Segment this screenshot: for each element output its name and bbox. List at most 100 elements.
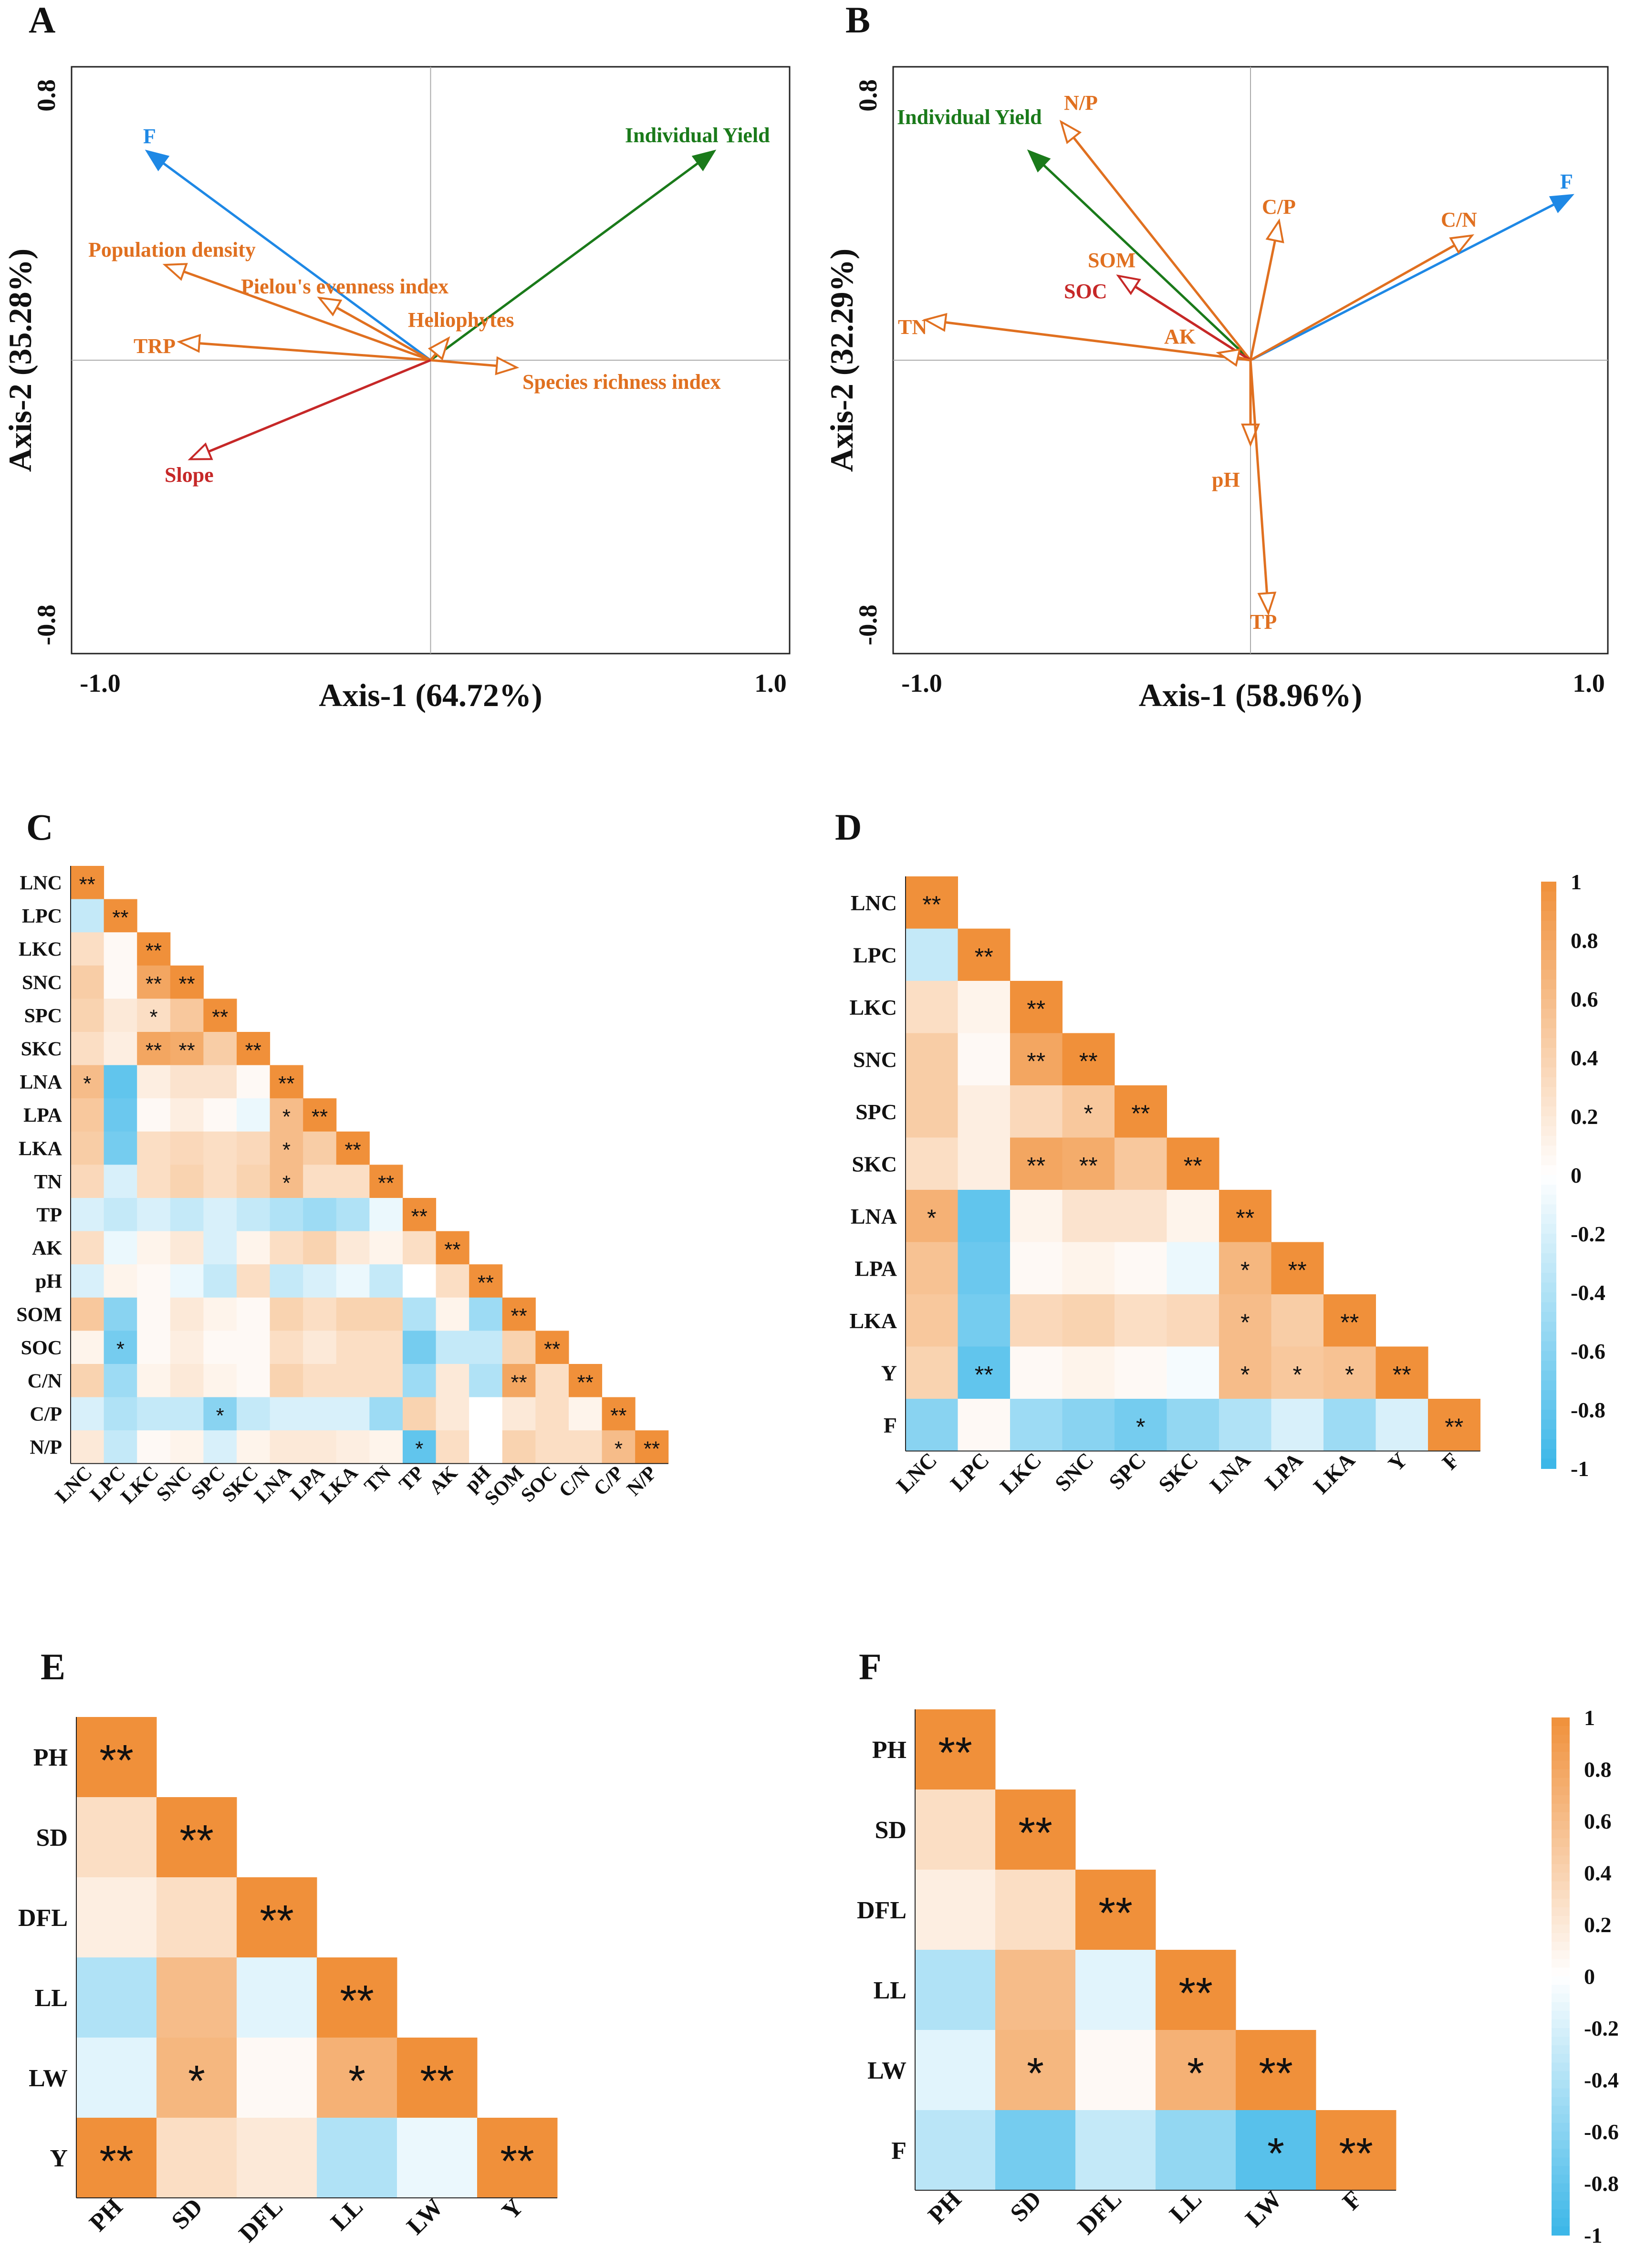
colorbar-tick-label: 0.2 — [1584, 1913, 1612, 1937]
colorbar-segment — [1541, 1390, 1556, 1401]
column-label: C/P — [590, 1462, 628, 1500]
column-label: LKA — [1309, 1448, 1360, 1499]
colorbar-segment — [1552, 2149, 1570, 2158]
heatmap-cell — [569, 1364, 603, 1398]
heatmap-cell — [270, 1331, 303, 1364]
colorbar-segment — [1552, 1847, 1570, 1856]
heatmap-cell — [915, 1870, 996, 1950]
row-label: LKA — [849, 1309, 897, 1333]
colorbar-segment — [1541, 901, 1556, 912]
vector-arrowhead — [177, 333, 201, 353]
heatmap-cell — [502, 1430, 536, 1464]
heatmap-cell — [137, 965, 171, 999]
heatmap-cell — [317, 2038, 397, 2118]
heatmap-cell — [1062, 1137, 1115, 1190]
row-label: SD — [36, 1824, 68, 1852]
colorbar-segment — [1552, 1743, 1570, 1753]
colorbar-segment — [1552, 1726, 1570, 1736]
vector-arrowhead — [317, 296, 343, 317]
colorbar-segment — [1541, 1028, 1556, 1039]
heatmap-cell — [1062, 1033, 1115, 1086]
vector-arrowhead — [1549, 194, 1574, 213]
heatmap-cell — [602, 1430, 636, 1464]
heatmap-cell — [1010, 1242, 1063, 1295]
colorbar-segment — [1541, 1292, 1556, 1303]
heatmap-cell — [958, 1085, 1011, 1138]
vector-label: pH — [1212, 468, 1240, 491]
heatmap-cell — [436, 1297, 469, 1331]
heatmap-cell — [1271, 1399, 1324, 1451]
vector-label: Pielou's evenness index — [241, 275, 448, 298]
column-label: LPA — [1260, 1448, 1307, 1495]
row-label: TN — [34, 1171, 62, 1193]
heatmap-cell — [203, 1131, 237, 1165]
heatmap-cell — [303, 1397, 337, 1431]
heatmap-cell — [71, 1231, 104, 1265]
column-label: LNA — [250, 1462, 296, 1508]
column-label: PH — [84, 2193, 128, 2237]
column-label: TN — [360, 1462, 396, 1497]
heatmap-cell — [170, 1198, 204, 1232]
significance-star: ** — [1079, 1048, 1098, 1074]
heatmap-cell — [270, 1430, 303, 1464]
colorbar-segment — [1552, 1925, 1570, 1934]
heatmap-cell — [237, 1331, 271, 1364]
significance-star: ** — [178, 1039, 195, 1062]
heatmap-cell — [104, 899, 137, 933]
colorbar-segment — [1541, 960, 1556, 970]
significance-star: * — [1027, 2050, 1044, 2098]
colorbar-segment — [1541, 999, 1556, 1009]
colorbar-segment — [1541, 1234, 1556, 1244]
heatmap-cell — [137, 1032, 171, 1066]
heatmap-cell — [104, 1131, 137, 1165]
colorbar-segment — [1552, 2183, 1570, 2193]
heatmap-cell — [502, 1364, 536, 1398]
heatmap-cell — [137, 1264, 171, 1298]
heatmap-cell — [156, 1957, 237, 2038]
heatmap-cell — [71, 932, 104, 966]
colorbar-tick-label: 1 — [1571, 870, 1582, 894]
row-label: LW — [29, 2065, 68, 2092]
heatmap-cell — [71, 1098, 104, 1132]
heatmap-cell — [1428, 1399, 1480, 1451]
colorbar-segment — [1552, 1752, 1570, 1761]
colorbar-segment — [1552, 1838, 1570, 1848]
colorbar-segment — [1541, 1458, 1556, 1469]
row-label: LKC — [849, 995, 897, 1020]
heatmap-cell — [995, 2030, 1076, 2111]
heatmap-cell — [104, 1032, 137, 1066]
heatmap-cell — [906, 1346, 958, 1399]
heatmap-cell — [76, 1717, 157, 1798]
column-label: LPC — [946, 1448, 994, 1496]
column-label: SNC — [1050, 1448, 1098, 1496]
colorbar-segment — [1541, 1126, 1556, 1136]
heatmap-cell — [403, 1231, 437, 1265]
heatmap-cell — [1115, 1085, 1167, 1138]
heatmap-cell — [137, 1165, 171, 1198]
heatmap-cell — [403, 1198, 437, 1232]
column-label: TP — [395, 1462, 428, 1495]
heatmap-cell — [369, 1297, 403, 1331]
heatmap-cell — [336, 1297, 370, 1331]
heatmap-cell — [469, 1397, 503, 1431]
heatmap-cell — [137, 1297, 171, 1331]
heatmap-cell — [1062, 1085, 1115, 1138]
vector-arrowhead — [1265, 218, 1284, 243]
heatmap-cell — [303, 1098, 337, 1132]
heatmap-cell — [104, 1264, 137, 1298]
heatmap-cell — [1010, 1190, 1063, 1242]
colorbar-segment — [1541, 1302, 1556, 1312]
heatmap-cell — [270, 1231, 303, 1265]
heatmap-cell — [170, 1264, 204, 1298]
colorbar-segment — [1552, 1760, 1570, 1770]
significance-star: * — [1084, 1100, 1093, 1127]
heatmap-cell — [336, 1430, 370, 1464]
heatmap-cell — [915, 1709, 996, 1790]
heatmap-cell — [71, 965, 104, 999]
heatmap-cell — [1075, 2110, 1156, 2191]
heatmap-cell — [237, 2118, 317, 2198]
significance-star: ** — [178, 972, 195, 996]
vector-line — [162, 162, 431, 362]
colorbar-segment — [1552, 1821, 1570, 1831]
